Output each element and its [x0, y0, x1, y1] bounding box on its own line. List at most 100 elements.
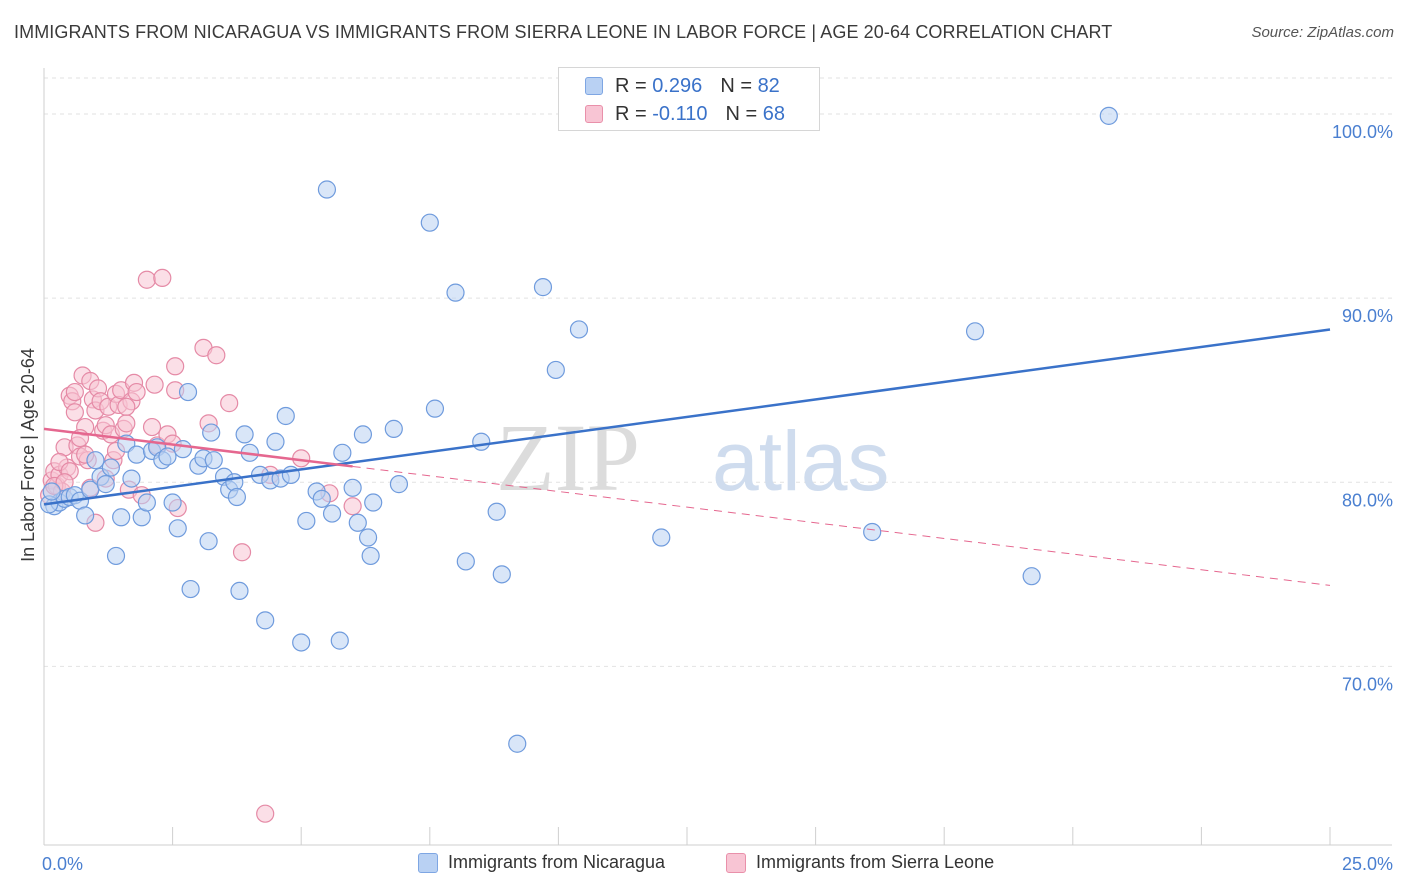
data-point — [1099, 106, 1118, 125]
series-nicaragua-points — [40, 101, 1118, 753]
legend-row-nicaragua: R = 0.296 N = 82 — [585, 73, 780, 99]
data-point — [112, 508, 131, 527]
data-point — [65, 382, 84, 402]
data-point — [317, 180, 337, 199]
data-point — [348, 513, 367, 532]
data-point — [652, 528, 671, 547]
data-point — [178, 382, 198, 402]
data-point — [202, 423, 221, 442]
y-tick-label: 100.0% — [1332, 122, 1393, 142]
data-point — [333, 443, 352, 462]
legend-r-value: 0.296 — [652, 74, 703, 97]
data-point — [863, 522, 882, 542]
data-point — [384, 419, 403, 438]
y-tick-label: 90.0% — [1342, 306, 1393, 326]
data-point — [199, 532, 218, 551]
data-point — [96, 475, 115, 494]
data-point — [358, 528, 378, 547]
data-point — [117, 397, 136, 416]
y-tick-label: 80.0% — [1342, 490, 1393, 510]
legend-item-label: Immigrants from Nicaragua — [448, 852, 666, 872]
chart-title: IMMIGRANTS FROM NICARAGUA VS IMMIGRANTS … — [14, 22, 1113, 42]
data-point — [508, 734, 527, 753]
data-point — [158, 447, 177, 466]
data-point — [127, 382, 146, 402]
data-point — [343, 497, 362, 516]
data-point — [1022, 567, 1041, 586]
watermark-atlas: atlas — [712, 414, 889, 508]
data-point — [153, 268, 172, 288]
legend-r-label: R = — [615, 102, 647, 125]
trend-line-dashed — [352, 465, 1331, 586]
data-point — [204, 451, 223, 470]
data-point — [297, 511, 316, 531]
data-point — [181, 579, 200, 599]
data-point — [420, 213, 439, 232]
data-point — [86, 451, 105, 470]
trend-lines — [43, 328, 1331, 586]
data-point — [227, 487, 246, 507]
legend-item-label: Immigrants from Sierra Leone — [756, 852, 995, 872]
data-point — [65, 403, 84, 422]
data-point — [353, 425, 373, 444]
data-point — [472, 432, 491, 451]
data-point — [145, 375, 164, 394]
data-point — [266, 432, 285, 451]
data-point — [117, 414, 136, 433]
data-point — [235, 425, 254, 444]
legend-swatch-pink — [585, 105, 603, 123]
data-point — [166, 357, 185, 376]
data-point — [207, 346, 226, 365]
data-point — [292, 633, 311, 652]
y-tick-label: 70.0% — [1342, 674, 1393, 694]
correlation-legend: R = 0.296 N = 82 R = -0.110 N = 68 — [558, 67, 820, 131]
data-point — [220, 394, 239, 413]
grid-lines — [44, 77, 1392, 667]
y-axis-label: In Labor Force | Age 20-64 — [18, 348, 38, 562]
data-point — [225, 473, 244, 492]
trend-line-solid — [43, 427, 353, 468]
legend-n-label: N = — [720, 74, 752, 97]
data-point — [173, 440, 192, 459]
legend-r-label: R = — [615, 74, 647, 97]
data-point — [276, 406, 295, 426]
axes — [43, 68, 1392, 846]
data-point — [361, 546, 380, 566]
data-point — [256, 804, 275, 823]
data-point — [106, 546, 126, 566]
data-point — [446, 283, 465, 302]
data-point — [168, 519, 187, 538]
legend-n-value: 68 — [762, 102, 785, 125]
data-point — [256, 611, 275, 630]
watermark-zip: ZIP — [496, 404, 640, 511]
data-point — [232, 543, 252, 562]
data-point — [425, 399, 445, 418]
data-point — [312, 489, 331, 508]
data-point — [343, 478, 362, 497]
legend-n-label: N = — [725, 102, 758, 125]
legend-row-sierra-leone: R = -0.110 N = 68 — [585, 101, 785, 127]
legend-item-nicaragua: Immigrants from Nicaragua — [418, 852, 665, 873]
data-point — [76, 506, 95, 525]
data-point — [122, 469, 141, 488]
data-point — [546, 360, 565, 380]
data-point — [163, 493, 182, 512]
data-point — [569, 320, 589, 339]
data-point — [230, 581, 249, 601]
data-point — [322, 504, 342, 523]
data-point — [142, 417, 162, 437]
data-point — [137, 270, 156, 289]
data-point — [389, 475, 409, 494]
legend-swatch-blue — [418, 852, 438, 873]
x-tick-label-left: 0.0% — [42, 854, 83, 874]
data-point — [364, 493, 383, 512]
legend-item-sierra-leone: Immigrants from Sierra Leone — [726, 852, 994, 873]
data-point — [533, 278, 553, 297]
tick-labels: 100.0% 90.0% 80.0% 70.0% 0.0% 25.0% — [42, 122, 1393, 874]
series-legend: Immigrants from Nicaragua Immigrants fro… — [0, 852, 1406, 878]
data-point — [127, 445, 146, 464]
data-point — [137, 493, 156, 512]
data-point — [456, 552, 475, 571]
trend-line — [43, 328, 1331, 506]
